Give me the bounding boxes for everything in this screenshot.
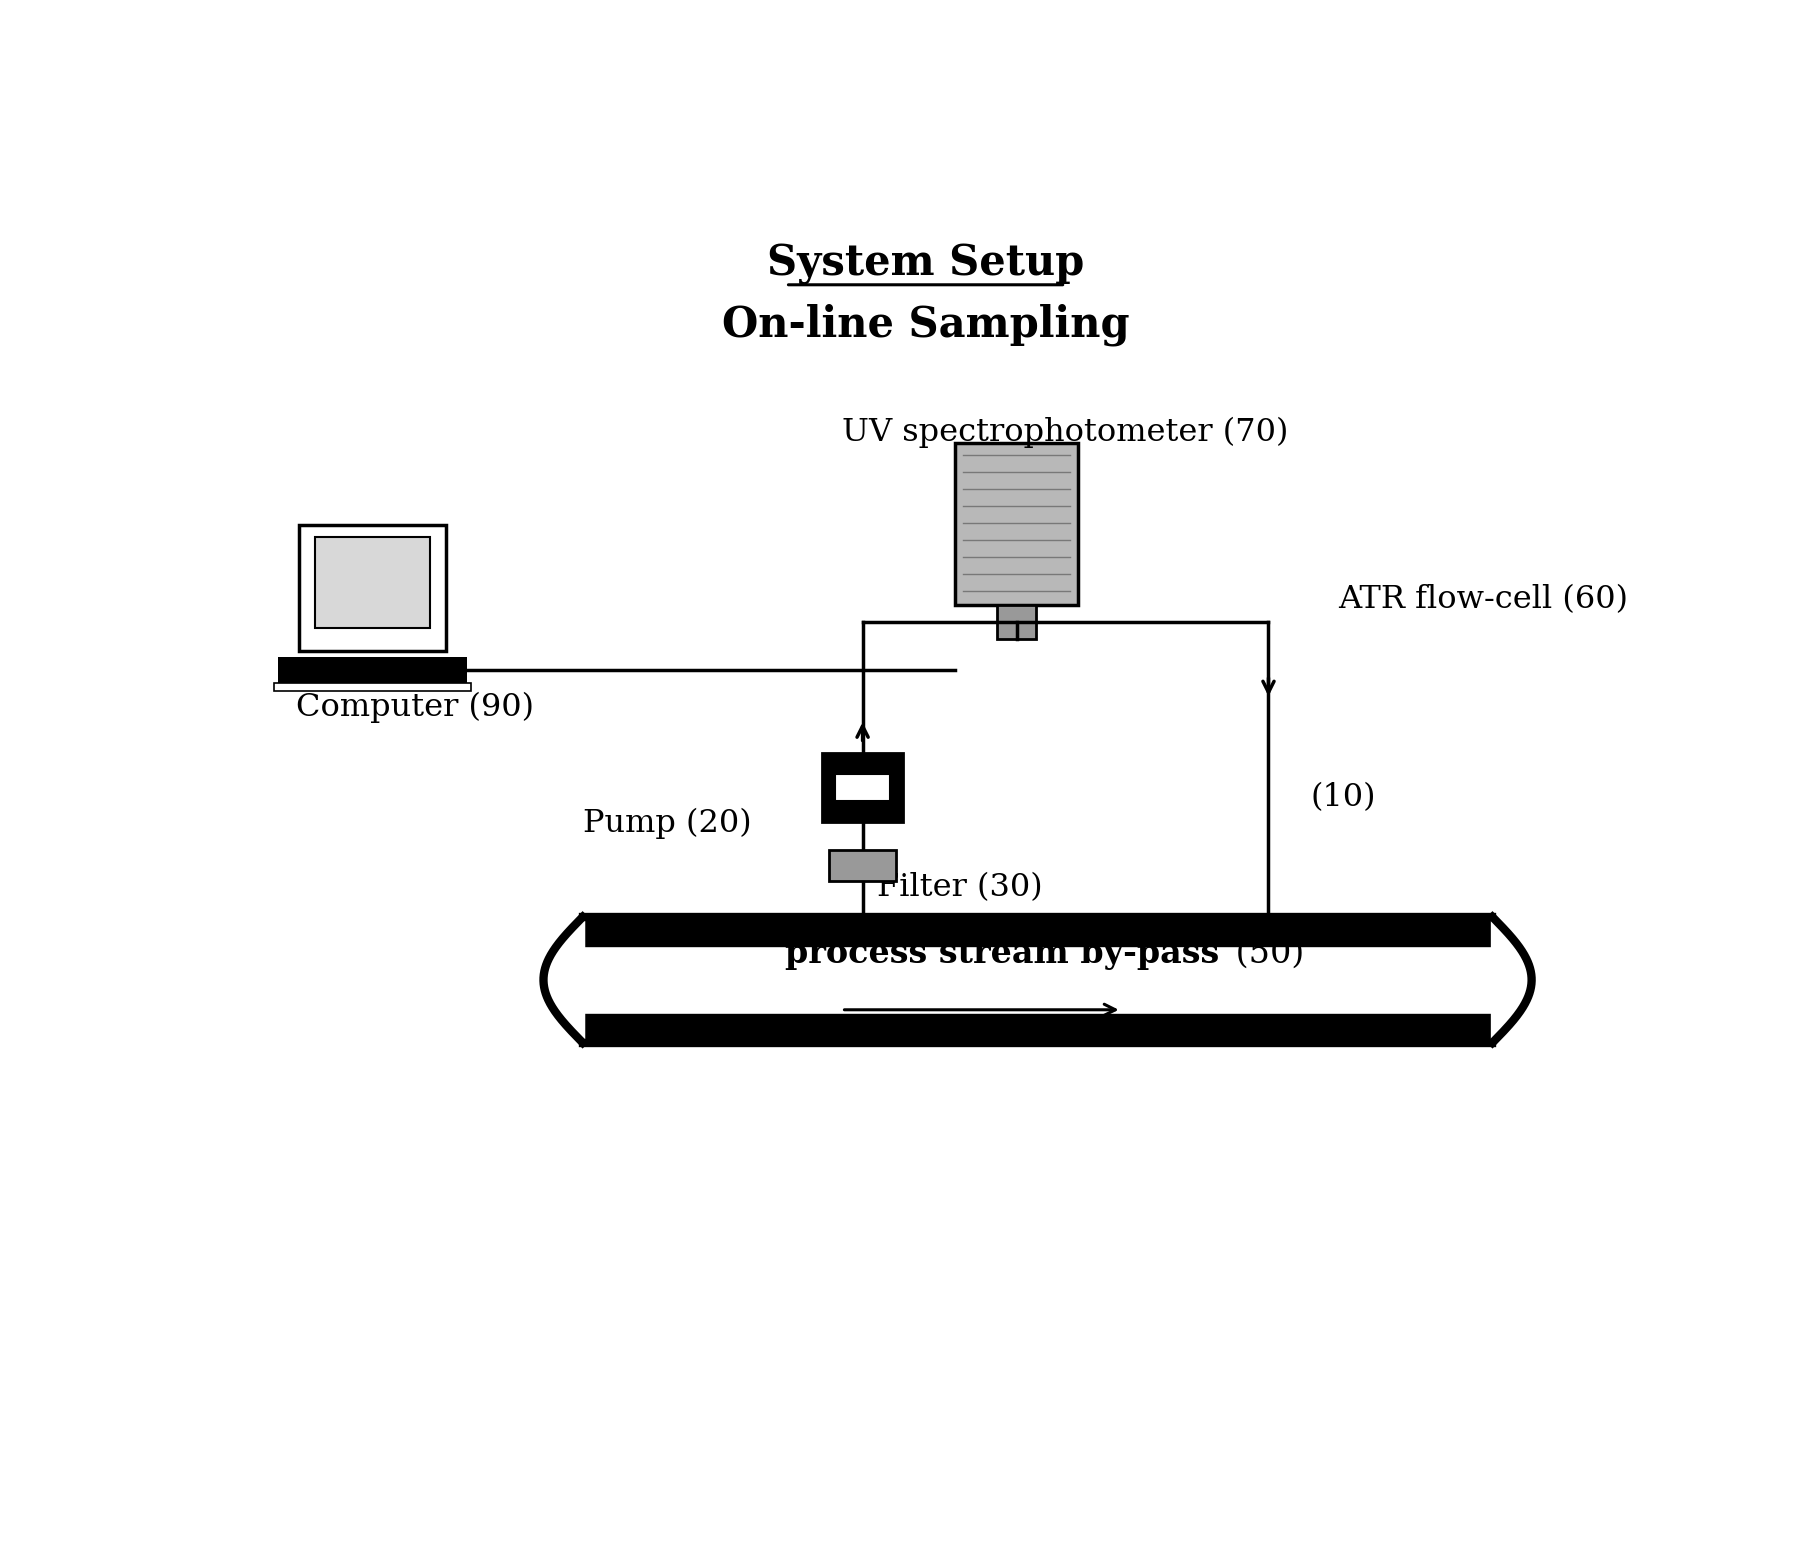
Bar bbox=[583, 917, 1491, 1043]
Bar bbox=[316, 538, 430, 628]
Bar bbox=[834, 774, 890, 801]
Bar bbox=[996, 605, 1036, 639]
Text: On-line Sampling: On-line Sampling bbox=[722, 303, 1128, 345]
Text: (50): (50) bbox=[1224, 938, 1303, 969]
Text: Pump (20): Pump (20) bbox=[583, 809, 751, 840]
Text: Filter (30): Filter (30) bbox=[875, 871, 1041, 902]
Text: System Setup: System Setup bbox=[767, 244, 1083, 286]
Bar bbox=[278, 656, 467, 683]
Bar bbox=[274, 683, 471, 692]
Text: process stream by-pass: process stream by-pass bbox=[785, 938, 1218, 970]
Bar bbox=[955, 443, 1078, 605]
Text: UV spectrophotometer (70): UV spectrophotometer (70) bbox=[841, 417, 1289, 448]
Bar bbox=[828, 851, 895, 882]
Bar bbox=[300, 526, 446, 650]
Text: (10): (10) bbox=[1310, 782, 1375, 813]
Text: ATR flow-cell (60): ATR flow-cell (60) bbox=[1338, 585, 1628, 616]
Bar bbox=[821, 753, 902, 823]
Text: Computer (90): Computer (90) bbox=[296, 692, 534, 723]
